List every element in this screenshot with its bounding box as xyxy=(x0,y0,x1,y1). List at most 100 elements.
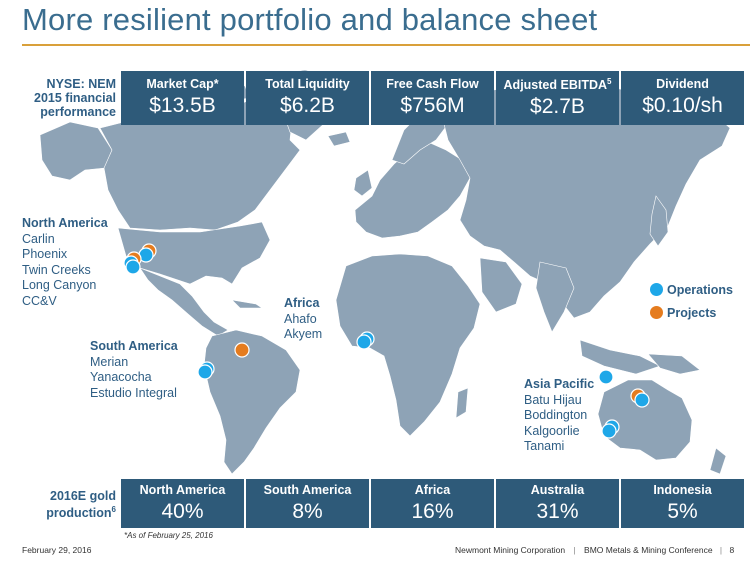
indonesia-islands xyxy=(579,339,661,375)
site-name: Boddington xyxy=(524,408,588,422)
project-marker-sa xyxy=(234,342,250,358)
madagascar-landmass xyxy=(455,387,469,419)
production-region-label: Australia xyxy=(530,483,585,497)
india-landmass xyxy=(535,261,575,333)
site-name: Twin Creeks xyxy=(22,262,91,277)
site-markers xyxy=(123,243,650,439)
metric-value: $0.10/sh xyxy=(642,94,723,117)
legend-projects: Projects xyxy=(650,306,716,320)
legend-operations-label: Operations xyxy=(667,283,733,297)
site-name: Carlin xyxy=(22,231,55,246)
performance-label-line: 2015 financial xyxy=(34,91,116,105)
production-label-line: production6 xyxy=(12,503,116,520)
performance-label: NYSE: NEM 2015 financial performance xyxy=(12,77,116,119)
operation-marker-sa-2 xyxy=(197,364,213,380)
metric-value: $2.7B xyxy=(530,95,585,119)
projects-marker-icon xyxy=(650,306,663,319)
footer-company: Newmont Mining Corporation | BMO Metals … xyxy=(455,545,734,555)
footer-company-name: Newmont Mining Corporation xyxy=(455,545,566,555)
region-title: Asia Pacific xyxy=(524,377,595,391)
region-title: North America xyxy=(22,216,108,230)
site-name: Long Canyon xyxy=(22,278,97,292)
arabia-landmass xyxy=(479,257,523,313)
footer-separator: | xyxy=(719,545,723,555)
south-america-landmass xyxy=(203,329,301,475)
metric-value: $13.5B xyxy=(149,94,216,117)
usa-landmass xyxy=(117,221,271,285)
region-title: Africa xyxy=(284,296,320,310)
production-australia: Australia 31% xyxy=(496,479,619,528)
japan-landmass xyxy=(649,195,669,247)
production-value: 5% xyxy=(667,500,698,523)
production-label-text: production xyxy=(46,506,112,521)
title-underline xyxy=(22,44,750,46)
operation-marker-africa-2 xyxy=(356,334,372,350)
footer-conference: BMO Metals & Mining Conference xyxy=(584,545,713,555)
production-value: 31% xyxy=(536,500,579,523)
operation-marker-indonesia xyxy=(598,369,614,385)
region-south-america: South America Merian Yanacocha Estudio I… xyxy=(90,339,178,401)
production-region-label: North America xyxy=(139,483,226,497)
new-zealand-landmass xyxy=(709,447,727,475)
region-title: South America xyxy=(90,339,178,353)
page-number: 8 xyxy=(729,545,735,555)
site-name: CC&V xyxy=(22,293,57,308)
production-region-label: Indonesia xyxy=(653,483,712,497)
footer-separator: | xyxy=(573,545,576,555)
metric-adjusted-ebitda: Adjusted EBITDA5 $2.7B xyxy=(496,71,619,125)
legend-operations: Operations xyxy=(650,283,733,297)
production-indonesia: Indonesia 5% xyxy=(621,479,744,528)
page-title: More resilient portfolio and balance she… xyxy=(22,2,598,37)
production-value: 8% xyxy=(292,500,323,523)
site-name: Batu Hijau xyxy=(524,392,582,407)
uk-landmass xyxy=(353,169,373,197)
metric-label: Free Cash Flow xyxy=(386,77,479,91)
performance-label-line: NYSE: NEM xyxy=(46,77,116,91)
metric-total-liquidity: Total Liquidity $6.2B xyxy=(246,71,369,125)
metric-label-text: Adjusted EBITDA xyxy=(503,78,608,93)
operation-marker-au xyxy=(634,392,650,408)
metric-label: Dividend xyxy=(656,77,709,91)
footer-date: February 29, 2016 xyxy=(22,545,92,555)
production-region-label: South America xyxy=(263,483,352,497)
new-guinea-landmass xyxy=(647,353,701,375)
operation-marker-na-3 xyxy=(125,259,141,275)
caribbean-islands xyxy=(231,299,263,309)
site-name: Kalgoorlie xyxy=(524,423,580,438)
metric-dividend: Dividend $0.10/sh xyxy=(621,71,744,125)
metric-label: Total Liquidity xyxy=(265,77,350,91)
operation-marker-au-3 xyxy=(601,423,617,439)
iceland-landmass xyxy=(327,131,351,147)
site-name: Akyem xyxy=(284,327,323,341)
metric-label: Market Cap* xyxy=(146,77,219,91)
production-north-america: North America 40% xyxy=(121,479,244,528)
production-africa: Africa 16% xyxy=(371,479,494,528)
legend-projects-label: Projects xyxy=(667,306,717,320)
production-label-line: 2016E gold xyxy=(50,489,116,503)
production-south-america: South America 8% xyxy=(246,479,369,528)
site-name: Tanami xyxy=(524,439,565,453)
alaska-landmass xyxy=(39,121,113,181)
metric-value: $756M xyxy=(400,94,465,117)
footnote: *As of February 25, 2016 xyxy=(124,531,213,540)
production-label: 2016E gold production6 xyxy=(12,489,116,520)
region-north-america: North America Carlin Phoenix Twin Creeks… xyxy=(22,216,108,309)
footnote-marker: 6 xyxy=(111,505,116,514)
metric-free-cash-flow: Free Cash Flow $756M xyxy=(371,71,494,125)
region-africa: Africa Ahafo Akyem xyxy=(284,296,322,343)
europe-landmass xyxy=(354,141,471,239)
site-name: Phoenix xyxy=(22,247,68,261)
metric-market-cap: Market Cap* $13.5B xyxy=(121,71,244,125)
site-name: Merian xyxy=(90,354,129,369)
metric-value: $6.2B xyxy=(280,94,335,117)
footnote-marker: 5 xyxy=(607,77,612,86)
production-value: 16% xyxy=(411,500,454,523)
site-name: Estudio Integral xyxy=(90,385,177,400)
world-map xyxy=(39,69,731,475)
site-name: Yanacocha xyxy=(90,370,152,384)
production-region-label: Africa xyxy=(414,483,451,497)
region-asia-pacific: Asia Pacific Batu Hijau Boddington Kalgo… xyxy=(524,377,594,455)
production-value: 40% xyxy=(161,500,204,523)
site-name: Ahafo xyxy=(284,311,317,326)
